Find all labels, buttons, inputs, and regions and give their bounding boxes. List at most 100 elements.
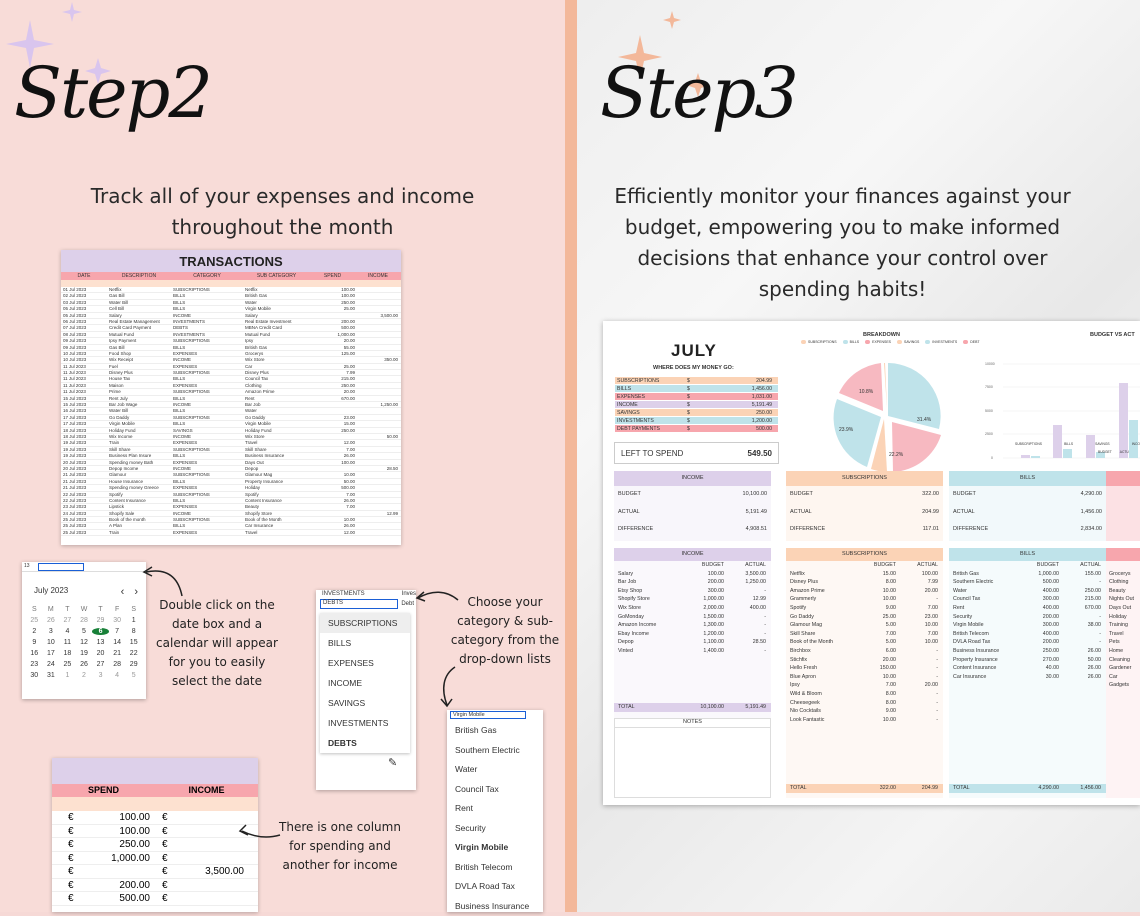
category-option[interactable]: DEBTS bbox=[320, 733, 410, 753]
table-cell[interactable]: BILLS bbox=[171, 345, 243, 350]
income-value[interactable]: 3,500.00 bbox=[170, 865, 250, 878]
category-option[interactable]: SAVINGS bbox=[320, 693, 410, 713]
calendar-day[interactable]: 18 bbox=[59, 650, 76, 657]
calendar-day[interactable]: 28 bbox=[76, 617, 93, 624]
table-cell[interactable]: 22 Jul 2023 bbox=[61, 498, 107, 503]
table-cell[interactable]: 24 Jul 2023 bbox=[61, 511, 107, 516]
table-cell[interactable]: Shopify Sale bbox=[107, 511, 171, 516]
table-cell[interactable]: SUBSCRIPTIONS bbox=[171, 447, 243, 452]
calendar-day[interactable]: 5 bbox=[125, 672, 142, 679]
table-cell[interactable]: 25 Jul 2023 bbox=[61, 523, 107, 528]
income-value[interactable] bbox=[170, 892, 250, 905]
table-cell[interactable]: 25 Jul 2023 bbox=[61, 517, 107, 522]
table-cell[interactable]: 15 Jul 2023 bbox=[61, 396, 107, 401]
table-cell[interactable]: Content Insurance bbox=[107, 498, 171, 503]
table-cell[interactable]: Gas Bill bbox=[107, 345, 171, 350]
spend-value[interactable]: 1,000.00 bbox=[72, 852, 150, 865]
table-cell[interactable]: SUBSCRIPTIONS bbox=[171, 415, 243, 420]
table-cell[interactable]: Train bbox=[107, 440, 171, 445]
table-cell[interactable]: BILLS bbox=[171, 396, 243, 401]
table-cell[interactable]: Virgin Mobile bbox=[107, 421, 171, 426]
calendar-day[interactable]: 15 bbox=[125, 639, 142, 646]
table-cell[interactable]: Travel bbox=[243, 440, 310, 445]
table-cell[interactable]: Skill Share bbox=[107, 447, 171, 452]
table-cell[interactable]: Holiday bbox=[243, 485, 310, 490]
table-cell[interactable]: 11 Jul 2023 bbox=[61, 376, 107, 381]
table-cell[interactable]: Mutual Fund bbox=[107, 332, 171, 337]
category-option[interactable]: SUBSCRIPTIONS bbox=[320, 613, 410, 633]
table-cell[interactable]: Lipstick bbox=[107, 504, 171, 509]
table-cell[interactable]: Property Insurance bbox=[243, 479, 310, 484]
table-cell[interactable]: 07 Jul 2023 bbox=[61, 325, 107, 330]
table-cell[interactable]: INCOME bbox=[171, 434, 243, 439]
table-cell[interactable]: 10 Jul 2023 bbox=[61, 351, 107, 356]
table-cell[interactable]: Maison bbox=[107, 383, 171, 388]
table-cell[interactable]: 21 Jul 2023 bbox=[61, 472, 107, 477]
category-option[interactable]: EXPENSES bbox=[320, 653, 410, 673]
table-cell[interactable]: 19 Jul 2023 bbox=[61, 453, 107, 458]
calendar-day[interactable]: 29 bbox=[92, 617, 109, 624]
table-cell[interactable]: 08 Jul 2023 bbox=[61, 332, 107, 337]
table-cell[interactable]: 21 Jul 2023 bbox=[61, 485, 107, 490]
table-cell[interactable]: EXPENSES bbox=[171, 440, 243, 445]
table-cell[interactable]: Book of the Month bbox=[243, 517, 310, 522]
table-cell[interactable]: INCOME bbox=[171, 402, 243, 407]
table-cell[interactable]: Business Plan Insure bbox=[107, 453, 171, 458]
table-cell[interactable]: Clothing bbox=[243, 383, 310, 388]
calendar-day[interactable]: 23 bbox=[26, 661, 43, 668]
table-cell[interactable]: Real Estate Management bbox=[107, 319, 171, 324]
table-cell[interactable]: INCOME bbox=[171, 313, 243, 318]
table-cell[interactable]: Days Out bbox=[243, 460, 310, 465]
subcategory-option[interactable]: Business Insurance bbox=[447, 897, 543, 916]
table-cell[interactable]: Wix Income bbox=[107, 434, 171, 439]
table-cell[interactable]: BILLS bbox=[171, 300, 243, 305]
table-cell[interactable]: Skill Share bbox=[243, 447, 310, 452]
income-value[interactable] bbox=[170, 852, 250, 865]
category-option[interactable]: BILLS bbox=[320, 633, 410, 653]
subcategory-input[interactable]: Virgin Mobile bbox=[450, 711, 526, 719]
table-cell[interactable]: MBNA Credit Card bbox=[243, 325, 310, 330]
income-value[interactable] bbox=[170, 811, 250, 824]
table-cell[interactable]: BILLS bbox=[171, 293, 243, 298]
table-cell[interactable]: Train bbox=[107, 530, 171, 535]
table-cell[interactable]: 20 Jul 2023 bbox=[61, 466, 107, 471]
table-cell[interactable]: 02 Jul 2023 bbox=[61, 293, 107, 298]
calendar-day[interactable]: 10 bbox=[43, 639, 60, 646]
table-cell[interactable]: 09 Jul 2023 bbox=[61, 345, 107, 350]
table-cell[interactable]: Mutual Fund bbox=[243, 332, 310, 337]
table-cell[interactable]: INVESTMENTS bbox=[171, 319, 243, 324]
table-cell[interactable]: EXPENSES bbox=[171, 504, 243, 509]
table-cell[interactable]: BILLS bbox=[171, 523, 243, 528]
calendar-day[interactable]: 22 bbox=[125, 650, 142, 657]
calendar-day[interactable]: 31 bbox=[43, 672, 60, 679]
table-cell[interactable]: Water Bill bbox=[107, 408, 171, 413]
table-cell[interactable]: Food Shop bbox=[107, 351, 171, 356]
table-cell[interactable]: BILLS bbox=[171, 479, 243, 484]
table-cell[interactable]: Go Daddy bbox=[243, 415, 310, 420]
table-cell[interactable]: EXPENSES bbox=[171, 351, 243, 356]
table-cell[interactable]: Grocerys bbox=[243, 351, 310, 356]
category-option[interactable]: INCOME bbox=[320, 673, 410, 693]
table-cell[interactable]: BILLS bbox=[171, 453, 243, 458]
table-cell[interactable]: 15 Jul 2023 bbox=[61, 402, 107, 407]
calendar-day[interactable]: 6 bbox=[92, 628, 109, 635]
table-cell[interactable]: Business Insurance bbox=[243, 453, 310, 458]
table-cell[interactable]: 11 Jul 2023 bbox=[61, 364, 107, 369]
table-cell[interactable]: Water Bill bbox=[107, 300, 171, 305]
table-cell[interactable]: Holiday Fund bbox=[107, 428, 171, 433]
spend-value[interactable]: 500.00 bbox=[72, 892, 150, 905]
table-cell[interactable]: Wix Store bbox=[243, 434, 310, 439]
calendar-day[interactable]: 5 bbox=[76, 628, 93, 635]
calendar-day[interactable]: 13 bbox=[92, 639, 109, 646]
table-cell[interactable]: British Gas bbox=[243, 345, 310, 350]
table-cell[interactable]: 03 Jul 2023 bbox=[61, 300, 107, 305]
table-cell[interactable]: BILLS bbox=[171, 306, 243, 311]
table-cell[interactable]: BILLS bbox=[171, 498, 243, 503]
table-cell[interactable]: 10 Jul 2023 bbox=[61, 357, 107, 362]
table-cell[interactable]: BILLS bbox=[171, 376, 243, 381]
table-cell[interactable]: Travel bbox=[243, 530, 310, 535]
table-cell[interactable]: Glamour Mag bbox=[243, 472, 310, 477]
table-cell[interactable]: House Tax bbox=[107, 376, 171, 381]
